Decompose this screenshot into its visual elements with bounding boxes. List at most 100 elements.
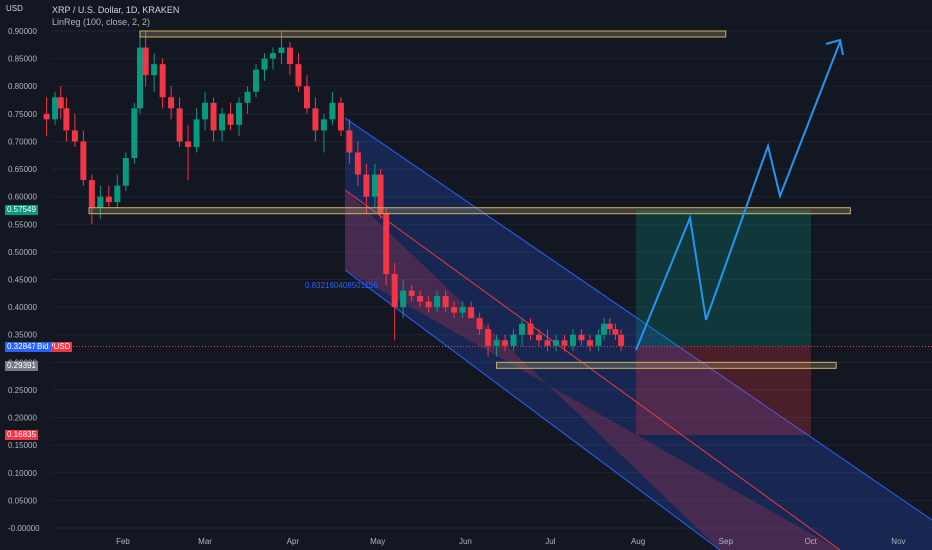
x-tick-label: May: [370, 537, 385, 546]
candle-body: [278, 47, 285, 54]
candle-body: [371, 174, 378, 197]
x-tick-label: Sep: [719, 537, 734, 546]
candle-body: [612, 329, 619, 335]
x-tick-label: Jul: [545, 537, 555, 546]
x-tick-label: Aug: [631, 537, 645, 546]
candle-body: [442, 296, 449, 308]
candle-body: [606, 323, 613, 330]
candle-body: [71, 130, 78, 142]
y-tick-label: 0.65000: [8, 165, 37, 174]
candle-body: [383, 213, 390, 274]
candle-body: [105, 196, 112, 203]
candle-body: [312, 108, 319, 131]
candle-body: [408, 290, 415, 297]
candle-body: [578, 334, 585, 341]
price-tag-label: XRPUSD: [35, 341, 73, 352]
candle-body: [176, 108, 183, 142]
candle-body: [114, 185, 121, 203]
candle-body: [142, 47, 149, 76]
candle-body: [502, 340, 509, 346]
candle-body: [536, 334, 543, 341]
y-tick-label: 0.35000: [8, 331, 37, 340]
candle-body: [253, 69, 260, 92]
candle-body: [151, 64, 158, 76]
candle-body: [320, 119, 327, 131]
candle-body: [586, 340, 593, 346]
y-tick-label: 0.20000: [8, 414, 37, 423]
support-zone: [88, 207, 851, 215]
candle-body: [527, 323, 534, 335]
y-tick-label: 0.85000: [8, 55, 37, 64]
support-zone: [139, 30, 727, 38]
candle-body: [210, 102, 217, 131]
currency-label: USD: [6, 4, 23, 13]
candle-body: [400, 290, 407, 308]
candle-body: [80, 141, 87, 181]
y-tick-label: 0.50000: [8, 248, 37, 257]
candle-body: [476, 318, 483, 330]
candle-body: [346, 130, 353, 153]
arrow-head: [825, 38, 844, 56]
candle-body: [329, 102, 336, 120]
x-tick-label: Feb: [116, 537, 130, 546]
x-tick-label: Nov: [891, 537, 905, 546]
candle-body: [131, 108, 138, 159]
y-tick-label: 0.75000: [8, 110, 37, 119]
candle-body: [519, 323, 526, 335]
candle-body: [244, 91, 251, 103]
candle-body: [219, 113, 226, 131]
candle-body: [295, 64, 302, 87]
price-tag: 0.32847: [5, 341, 38, 352]
y-tick-label: 0.05000: [8, 496, 37, 505]
x-tick-label: Apr: [287, 537, 300, 546]
y-tick-label: 0.15000: [8, 441, 37, 450]
candle-body: [377, 174, 384, 214]
regression-channel-upper: [345, 118, 932, 550]
candle-body: [425, 301, 432, 308]
projection-arrow: [635, 41, 841, 351]
price-tag: 0.16835: [5, 430, 38, 441]
channel-mid-line: [344, 189, 841, 550]
candle-body: [88, 180, 95, 208]
y-tick-label: 0.70000: [8, 137, 37, 146]
candle-body: [434, 296, 441, 308]
candle-body: [595, 334, 602, 346]
candle-body: [303, 86, 310, 109]
price-tag: 0.57549: [5, 205, 38, 216]
x-tick-label: Oct: [804, 537, 817, 546]
candle-body: [269, 53, 276, 59]
candle-body: [227, 113, 234, 125]
stop-zone: [636, 346, 811, 436]
candle-body: [159, 64, 166, 98]
y-tick-label: 0.45000: [8, 276, 37, 285]
candle-body: [63, 108, 70, 131]
candle-body: [561, 340, 568, 346]
candle-body: [618, 334, 625, 346]
channel-lower-line: [344, 269, 721, 550]
candle-body: [417, 296, 424, 302]
support-zone: [496, 361, 837, 369]
candle-body: [451, 307, 458, 313]
candle-body: [601, 323, 608, 335]
candle-body: [261, 58, 268, 70]
candle-body: [468, 307, 475, 319]
candle-body: [286, 47, 293, 65]
y-tick-label: 0.40000: [8, 303, 37, 312]
candle-body: [57, 97, 64, 109]
x-tick-label: Mar: [198, 537, 212, 546]
candle-body: [43, 113, 50, 120]
candle-body: [552, 340, 559, 346]
candle-body: [544, 340, 551, 346]
candle-body: [168, 97, 175, 109]
y-tick-label: 0.80000: [8, 82, 37, 91]
y-tick-label: 0.55000: [8, 220, 37, 229]
candle-body: [122, 158, 129, 186]
candle-body: [363, 174, 370, 197]
y-tick-label: -0.00000: [8, 524, 40, 533]
symbol-title: XRP / U.S. Dollar, 1D, KRAKEN: [52, 5, 180, 15]
price-tag-label: Bid: [35, 341, 51, 352]
candle-body: [236, 102, 243, 125]
candle-body: [136, 47, 143, 109]
